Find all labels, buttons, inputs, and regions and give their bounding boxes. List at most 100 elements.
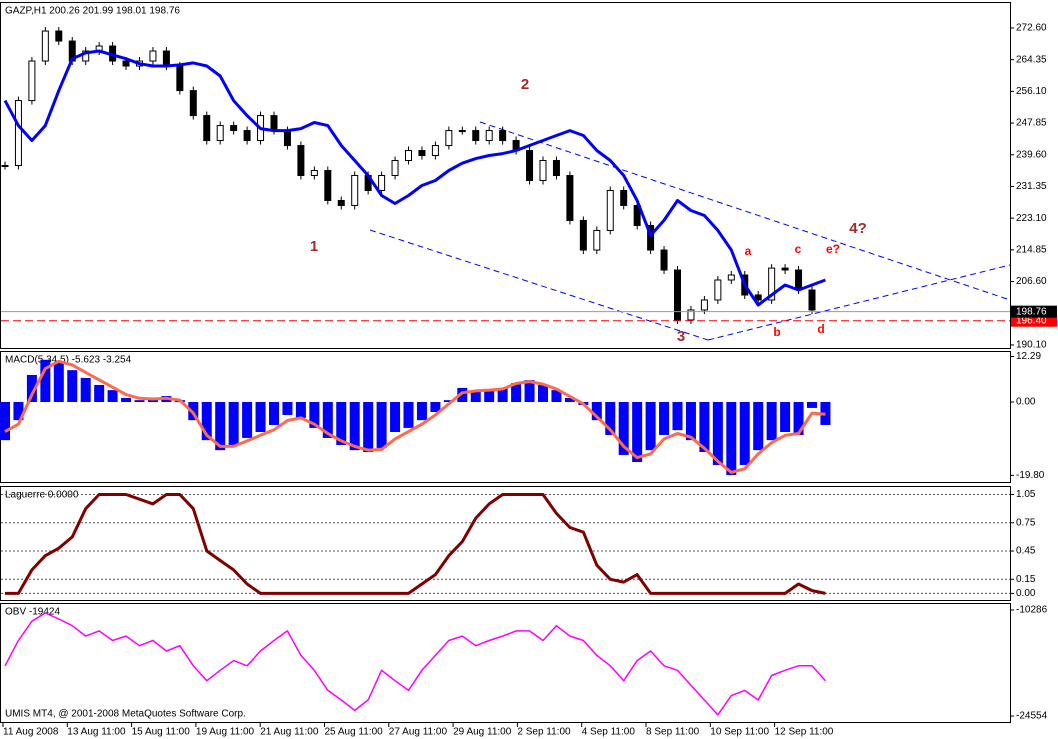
candle [1,165,9,168]
candle [781,267,789,271]
histogram-bar [13,402,24,421]
candle [795,269,803,291]
candle [647,224,655,251]
histogram-bar [215,402,226,451]
candle [14,100,22,167]
wave-label: a [745,244,752,258]
candle [189,90,197,117]
candle [445,130,453,147]
candle [310,170,318,177]
histogram-bar [753,402,764,451]
y-tick-label: 0.45 [1016,546,1036,557]
histogram-bar [457,387,468,402]
candle [808,289,816,311]
candle [431,145,439,157]
candle [566,175,574,221]
wave-label: e? [826,242,840,256]
histogram-bar [40,359,51,402]
histogram-bar [470,390,481,402]
candle [176,65,184,92]
histogram-bar [269,402,279,425]
candle [418,150,426,157]
histogram-bar [605,402,616,435]
histogram-bar [780,402,791,432]
y-tick-label: 0.00 [1016,588,1036,599]
candle [378,175,386,191]
panel-title: Laguerre 0.0000 [5,490,79,501]
candle [579,219,587,251]
histogram-bar [403,402,414,428]
candle [216,125,224,142]
histogram-bar [134,400,145,402]
series-line [4,612,826,716]
histogram-bar [807,402,817,408]
copyright: UMIS MT4, @ 2001-2008 MetaQuotes Softwar… [5,709,246,720]
histogram-bar [739,402,750,465]
histogram-bar [443,400,454,402]
candle [297,145,305,176]
candle [727,274,735,281]
y-tick-label: 272.60 [1016,23,1047,34]
candle [203,115,211,142]
y-tick-label: 206.60 [1016,276,1047,287]
series-line [4,359,826,474]
histogram-bar [564,397,575,402]
histogram-bar [349,402,360,451]
candle [485,130,493,142]
candle [270,115,278,132]
histogram-bar [618,402,629,455]
wave-label: 2 [521,76,529,93]
wave-label: 1 [310,238,318,255]
x-tick-label: 12 Sep 11:00 [775,727,834,738]
histogram-bar [645,402,656,451]
candle [633,204,641,226]
histogram-bar [538,384,548,402]
histogram-bar [726,402,737,475]
candle [472,130,480,142]
candle [458,130,466,133]
trend-line [479,121,1011,301]
y-tick-label: 231.35 [1016,181,1047,192]
y-tick-label: 0.75 [1016,517,1036,528]
candle [122,60,130,67]
candle [405,150,412,162]
y-tick-label: -10286 [1016,605,1048,616]
candle [230,125,238,132]
y-tick-label: 1.05 [1016,489,1036,500]
wave-label: d [817,322,824,336]
candle [674,269,681,321]
x-tick-label: 10 Sep 11:00 [710,727,769,738]
histogram-bar [632,402,643,462]
histogram-bar [484,390,495,402]
histogram-bar [0,402,10,441]
x-tick-label: 15 Aug 11:00 [132,727,191,738]
y-tick-label: 190.10 [1016,340,1047,351]
histogram-bar [201,402,212,441]
histogram-bar [94,384,105,402]
histogram-bar [793,402,804,435]
candle [620,189,628,206]
wave-label: c [795,242,802,256]
x-tick-label: 2 Sep 11:00 [517,727,571,738]
candle [768,267,776,301]
histogram-bar [282,402,293,415]
y-tick-label: -19.80 [1016,470,1045,481]
histogram-bar [511,383,522,402]
trend-line [707,264,1011,341]
y-tick-label: 256.10 [1016,86,1047,97]
y-tick-label: -24554 [1016,711,1048,722]
histogram-bar [497,387,508,402]
x-tick-label: 13 Aug 11:00 [67,727,126,738]
y-tick-label: 0.15 [1016,574,1036,585]
wave-label: 3 [677,328,685,345]
histogram-bar [376,402,387,448]
candle [391,160,399,177]
histogram-bar [591,402,602,421]
histogram-bar [121,397,132,402]
histogram-bar [309,402,320,428]
x-tick-label: 4 Sep 11:00 [582,727,636,738]
candle [687,309,695,321]
histogram-bar [26,374,37,402]
x-tick-label: 25 Aug 11:00 [325,727,384,738]
